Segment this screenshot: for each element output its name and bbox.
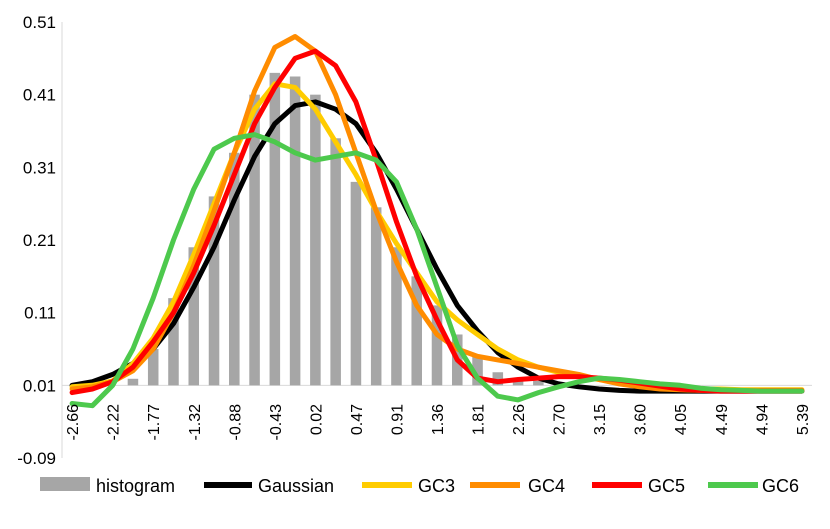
y-tick-label: 0.41 [23,86,56,105]
x-tick-label: -2.22 [106,404,123,441]
histogram-bar [269,72,281,386]
legend-swatch-histogram [40,477,90,491]
histogram-bar [147,349,159,386]
legend-label-gc3: GC3 [418,476,455,496]
x-tick-label: 0.47 [349,404,366,435]
histogram-bar [229,152,240,386]
histogram-bar [208,196,220,386]
histogram-bars [127,72,564,386]
x-tick-label: 0.91 [389,404,406,435]
histogram-bar [168,298,179,386]
x-tick-label: 0.02 [308,404,325,435]
histogram-bar [533,380,544,386]
histogram-bar [411,276,422,386]
y-tick-label: 0.21 [23,231,56,250]
histogram-bar [310,94,321,386]
x-tick-label: -0.88 [227,404,244,441]
legend-label-gc4: GC4 [528,476,565,496]
series-lines [69,34,805,409]
x-tick-label: 4.49 [714,404,731,435]
series-line-gc6 [69,132,805,409]
x-tick-label: 2.70 [552,404,569,435]
x-axis-ticks: -2.66 -2.22 -1.77 -1.32 -0.88 -0.43 0.02 0.47 0.… [65,404,812,441]
histogram-bar [330,138,341,386]
histogram-bar [249,94,260,386]
x-tick-label: 5.39 [795,404,812,435]
x-tick-label: 4.05 [673,404,690,435]
y-axis-ticks: 0.51 0.41 0.31 0.21 0.11 0.01 -0.09 [17,13,56,468]
x-tick-label: -2.66 [65,404,82,441]
histogram-bar [289,76,301,386]
y-tick-label: 0.51 [23,13,56,32]
histogram-bar [127,378,139,386]
legend-label-gc6: GC6 [762,476,799,496]
x-tick-label: 2.26 [511,404,528,435]
histogram-bar [350,181,362,386]
histogram-bar [370,207,382,386]
y-tick-label: 0.11 [24,304,56,323]
legend: histogram Gaussian GC3 GC4 GC5 GC6 [40,476,799,496]
x-tick-label: 3.15 [592,404,609,435]
histogram-bar [472,356,483,386]
legend-label-gc5: GC5 [648,476,685,496]
y-tick-label: 0.01 [23,376,56,395]
series-line-gc5 [69,48,805,396]
x-tick-label: -1.32 [187,404,204,441]
histogram-bar [188,247,200,386]
x-tick-label: -0.43 [268,404,285,441]
histogram-bar [492,372,504,386]
x-tick-label: 4.94 [754,404,771,435]
legend-label-histogram: histogram [96,476,175,496]
histogram-bar [391,247,402,386]
y-tick-label: 0.31 [23,158,56,177]
histogram-bar [431,305,443,386]
x-tick-label: 1.36 [430,404,447,435]
y-tick-label: -0.09 [17,449,56,468]
x-tick-label: 1.81 [471,404,488,435]
x-tick-label: -1.77 [146,404,163,441]
x-tick-label: 3.60 [633,404,650,435]
legend-label-gaussian: Gaussian [258,476,334,496]
